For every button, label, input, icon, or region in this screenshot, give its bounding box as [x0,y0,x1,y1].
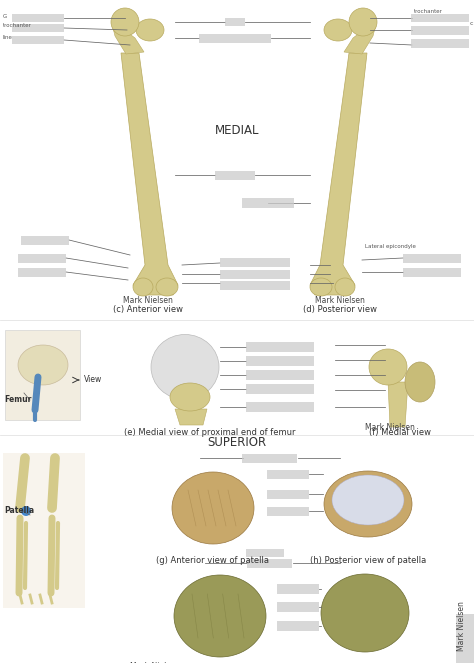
Bar [18,267,66,276]
Polygon shape [112,22,144,54]
Text: (e) Medial view of proximal end of femur: (e) Medial view of proximal end of femur [124,428,296,437]
Circle shape [111,8,139,36]
Text: (d) Posterior view: (d) Posterior view [303,305,377,314]
Bar [277,602,319,612]
Bar [18,253,66,263]
Text: (g) Anterior view of patella: (g) Anterior view of patella [156,556,270,565]
Text: Mark Nielsen: Mark Nielsen [457,601,466,651]
Bar [199,34,271,42]
Circle shape [349,8,377,36]
Polygon shape [310,53,367,295]
Bar [246,370,314,380]
Text: MEDIAL: MEDIAL [215,123,259,137]
Ellipse shape [405,362,435,402]
Polygon shape [121,53,178,295]
Text: Mark Nielsen: Mark Nielsen [315,296,365,305]
Bar [225,18,245,26]
Text: line: line [3,35,13,40]
Bar [277,584,319,594]
Bar [12,36,64,44]
Ellipse shape [324,19,352,41]
Bar [403,267,461,276]
Bar [243,453,298,463]
Bar [220,280,290,290]
Bar [242,198,294,208]
Bar [21,235,69,245]
Bar [267,489,309,499]
Circle shape [21,506,31,516]
Bar [411,25,469,34]
Text: Lateral epicondyle: Lateral epicondyle [365,244,416,249]
Text: Mark Nielsen: Mark Nielsen [365,423,415,432]
Bar [12,14,64,22]
Ellipse shape [151,335,219,400]
Text: View: View [84,375,102,385]
Bar [246,342,314,352]
Bar [246,549,284,557]
Text: SUPERIOR: SUPERIOR [208,436,266,449]
Bar [246,384,314,394]
Ellipse shape [310,278,332,296]
Text: Patella: Patella [4,506,34,515]
Bar [247,558,292,568]
Ellipse shape [156,278,178,296]
Bar [403,253,461,263]
Bar [246,356,314,366]
Bar [277,621,319,631]
Ellipse shape [136,19,164,41]
Ellipse shape [133,278,153,296]
Ellipse shape [321,574,409,652]
Text: trochanter: trochanter [414,9,443,14]
Bar [411,38,469,48]
Text: c: c [470,21,474,26]
Bar [215,170,255,180]
Ellipse shape [172,472,254,544]
Text: Mark Nielsen: Mark Nielsen [130,662,180,663]
Bar [411,14,469,22]
Text: Femur: Femur [4,396,31,404]
Bar [3,453,85,608]
Bar [220,257,290,267]
Bar [246,402,314,412]
Ellipse shape [335,278,355,296]
Bar [267,469,309,479]
Ellipse shape [332,475,404,525]
Ellipse shape [18,345,68,385]
Ellipse shape [174,575,266,657]
Text: G: G [3,14,7,19]
Ellipse shape [369,349,407,385]
Bar [267,507,309,516]
Text: Mark Nielsen: Mark Nielsen [123,296,173,305]
Bar [220,269,290,278]
Polygon shape [175,409,207,425]
Ellipse shape [170,383,210,411]
Bar [12,24,64,32]
Polygon shape [344,22,376,54]
Bar [456,614,474,663]
Text: (f) Medial view: (f) Medial view [369,428,431,437]
Text: (h) Posterior view of patella: (h) Posterior view of patella [310,556,426,565]
Ellipse shape [324,471,412,537]
Polygon shape [388,382,408,427]
Bar [5,330,80,420]
Text: trochanter: trochanter [3,23,32,28]
Text: (c) Anterior view: (c) Anterior view [113,305,183,314]
